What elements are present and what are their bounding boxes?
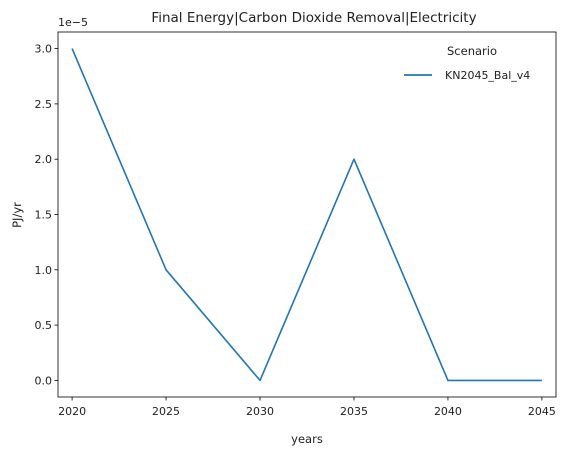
series-line-kn2045-bal-v4 <box>71 48 542 382</box>
y-axis-offset-label: 1e−5 <box>58 16 88 29</box>
x-axis-ticks: 2020 2025 2030 2035 2040 2045 <box>58 397 556 418</box>
y-axis-label: PJ/yr <box>10 202 24 228</box>
legend: Scenario KN2045_Bal_v4 <box>404 44 530 82</box>
legend-title: Scenario <box>447 44 497 58</box>
y-tick-label: 3.0 <box>35 43 53 56</box>
y-tick-label: 0.5 <box>35 319 53 332</box>
x-tick-label: 2030 <box>246 405 274 418</box>
y-axis-ticks: 0.0 0.5 1.0 1.5 2.0 2.5 3.0 <box>35 43 58 387</box>
x-tick-label: 2035 <box>340 405 368 418</box>
x-tick-label: 2025 <box>152 405 180 418</box>
plot-area-frame <box>57 31 557 398</box>
y-tick-label: 1.0 <box>35 264 53 277</box>
series-layer <box>71 48 542 382</box>
legend-label-kn2045-bal-v4: KN2045_Bal_v4 <box>445 69 530 82</box>
y-tick-label: 2.5 <box>35 98 53 111</box>
y-tick-label: 1.5 <box>35 209 53 222</box>
y-tick-label: 2.0 <box>35 153 53 166</box>
chart-title: Final Energy|Carbon Dioxide Removal|Elec… <box>151 10 476 26</box>
x-tick-label: 2020 <box>58 405 86 418</box>
x-axis-label: years <box>291 432 323 446</box>
x-tick-label: 2045 <box>528 405 556 418</box>
y-tick-label: 0.0 <box>35 374 53 387</box>
x-tick-label: 2040 <box>434 405 462 418</box>
